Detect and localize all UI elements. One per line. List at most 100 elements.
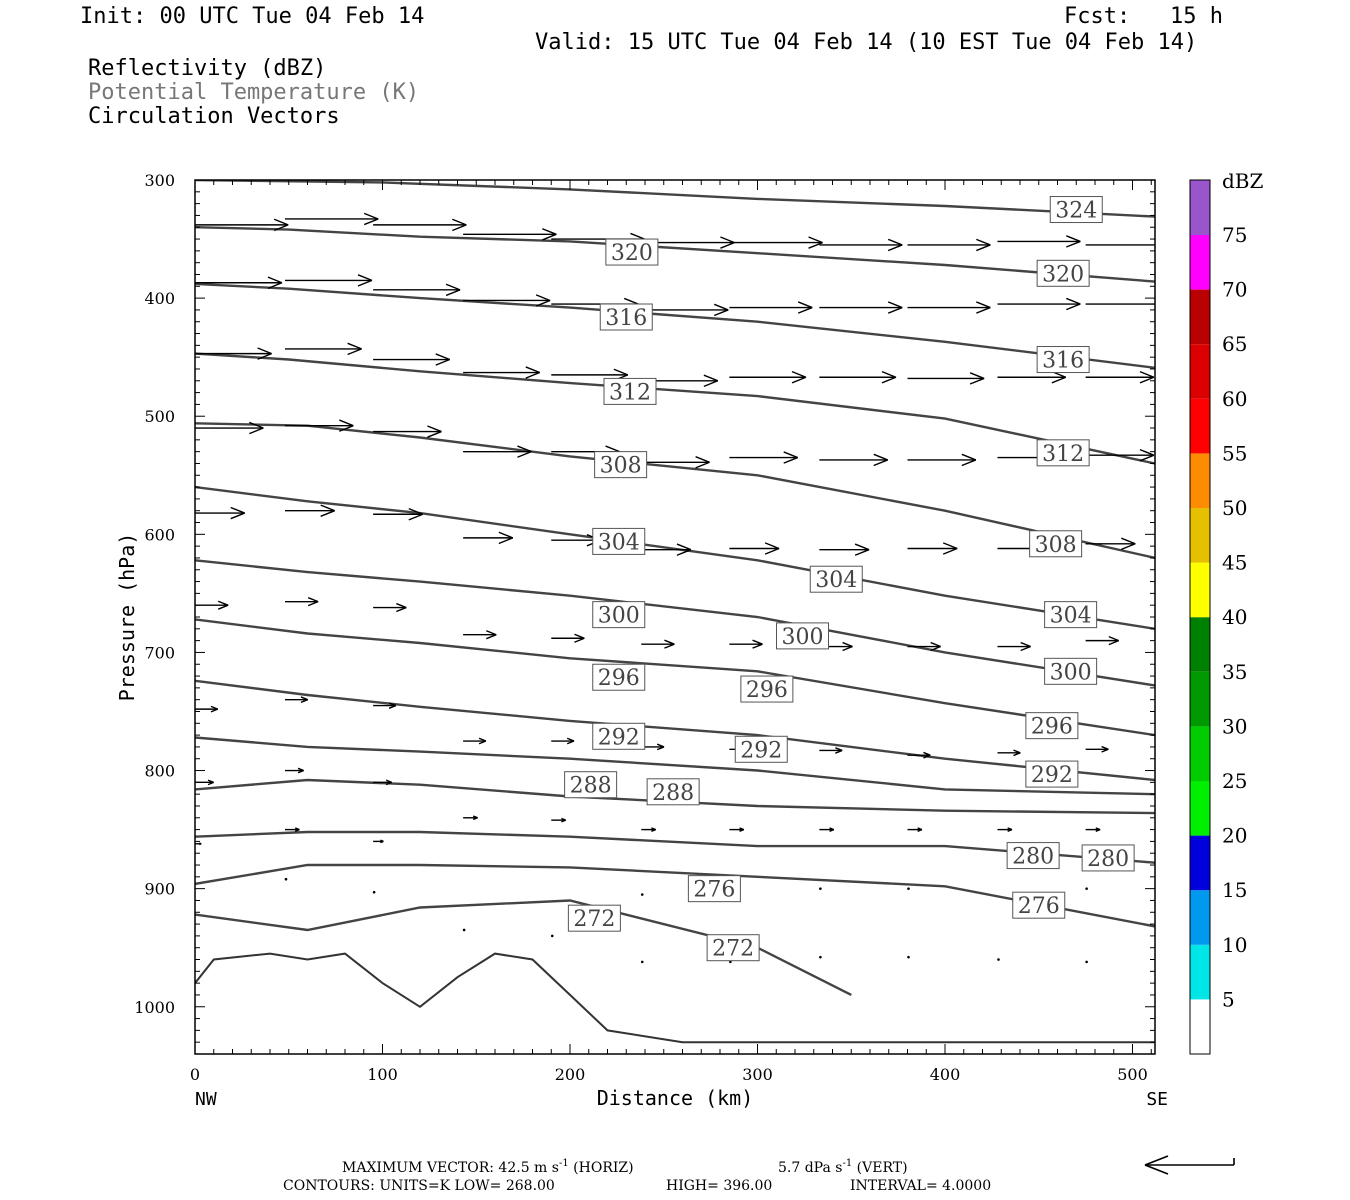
vector-head — [1108, 639, 1120, 646]
vector-head — [791, 370, 807, 378]
vector-head — [923, 754, 931, 759]
circulation-vector — [195, 600, 229, 610]
vector-head — [427, 430, 442, 438]
vector-head — [217, 600, 229, 606]
y-tick-label: 900 — [144, 880, 175, 899]
circulation-vector — [373, 353, 450, 366]
vector-head — [357, 279, 373, 287]
vector-head — [1051, 376, 1067, 384]
vector-head — [517, 445, 532, 453]
vector-head — [783, 451, 798, 459]
colorbar-swatch — [1190, 890, 1210, 945]
contour-label-box — [1044, 657, 1098, 685]
vector-dot — [729, 960, 732, 964]
circulation-vector — [195, 218, 289, 232]
vector-dot — [372, 890, 376, 894]
vector-head — [1020, 641, 1031, 648]
contour-label: 300 — [1044, 657, 1098, 685]
vector-head — [873, 459, 888, 467]
vector-head — [969, 372, 985, 380]
vector-head — [300, 699, 309, 704]
circulation-vector — [195, 506, 245, 520]
vector-head — [380, 840, 384, 844]
vector-head — [713, 303, 729, 311]
vector-head — [320, 504, 335, 512]
valid-time: Valid: 15 UTC Tue 04 Feb 14 (10 EST Tue … — [535, 30, 1198, 55]
contour-label-box — [605, 238, 659, 266]
vector-head — [976, 238, 991, 246]
vector-head — [656, 743, 665, 748]
colorbar-swatch — [1190, 835, 1210, 891]
vector-head — [797, 306, 813, 314]
circulation-vector — [907, 542, 958, 555]
isentrope-280 — [195, 830, 1155, 864]
colorbar-label: 10 — [1222, 933, 1247, 957]
circulation-vector — [907, 453, 977, 467]
colorbar-label: 70 — [1222, 278, 1247, 302]
colorbar-swatch — [1190, 562, 1210, 618]
circulation-vector — [463, 531, 514, 545]
circulation-vector — [729, 370, 807, 384]
vector-head — [923, 751, 931, 756]
vector-head — [1154, 238, 1155, 241]
contour-label-box — [1036, 346, 1090, 374]
vector-head — [976, 244, 991, 252]
vector-head — [249, 421, 264, 429]
vector-head — [574, 637, 585, 643]
circulation-vector — [1085, 745, 1109, 753]
vector-head — [613, 368, 629, 376]
vector-head — [976, 301, 991, 309]
init-time: Init: 00 UTC Tue 04 Feb 14 — [80, 4, 425, 29]
vector-head — [1095, 828, 1101, 832]
contour-label: 296 — [740, 675, 794, 703]
circulation-vector — [373, 839, 384, 844]
vector-head — [623, 297, 639, 305]
circulation-vector — [551, 633, 585, 643]
colorbar-swatch — [1190, 289, 1210, 345]
circulation-vector — [195, 347, 272, 360]
y-tick-label: 800 — [144, 762, 175, 781]
circulation-vector — [997, 297, 1081, 311]
contour-label: 276 — [1012, 891, 1066, 919]
contour-label-text: 324 — [1055, 199, 1097, 224]
vector-head — [435, 353, 450, 361]
contour-label-text: 292 — [1031, 763, 1073, 788]
contour-label: 316 — [599, 303, 653, 331]
vector-head — [517, 450, 532, 458]
circulation-vector — [729, 639, 763, 649]
circulation-vector — [641, 639, 675, 649]
contour-label-text: 300 — [782, 625, 824, 650]
circulation-vector — [462, 928, 466, 932]
vector-head — [1139, 454, 1155, 462]
vector-head — [408, 507, 424, 515]
vector-head — [630, 232, 645, 240]
y-tick-label: 400 — [144, 289, 175, 308]
circulation-vector — [463, 737, 487, 745]
vector-head — [478, 737, 487, 742]
contour-label: 272 — [706, 934, 760, 962]
vector-dot — [550, 934, 554, 938]
circulation-vector — [1085, 238, 1155, 252]
contour-label-box — [1006, 842, 1060, 870]
contour-label: 320 — [1036, 259, 1090, 287]
contour-label: 304 — [809, 565, 863, 593]
circulation-vector — [819, 238, 903, 252]
colorbar-swatch — [1190, 453, 1210, 508]
vector-head — [339, 425, 354, 432]
circulation-vector — [641, 303, 729, 317]
terrain-group — [195, 952, 1155, 1044]
contour-label: 308 — [594, 451, 648, 479]
vector-head — [1101, 745, 1109, 750]
vector-head — [720, 241, 735, 249]
vector-head — [1013, 749, 1021, 754]
vector-head — [230, 512, 245, 520]
vector-head — [1139, 370, 1155, 378]
vector-head — [887, 301, 903, 309]
colorbar-label: 30 — [1222, 714, 1247, 738]
circulation-vector — [195, 276, 283, 290]
y-tick-label: 1000 — [134, 998, 175, 1017]
colorbar-swatch — [1190, 726, 1210, 781]
circulation-vector — [373, 702, 397, 709]
contour-label-box — [1044, 601, 1098, 629]
circulation-vector — [907, 751, 931, 759]
